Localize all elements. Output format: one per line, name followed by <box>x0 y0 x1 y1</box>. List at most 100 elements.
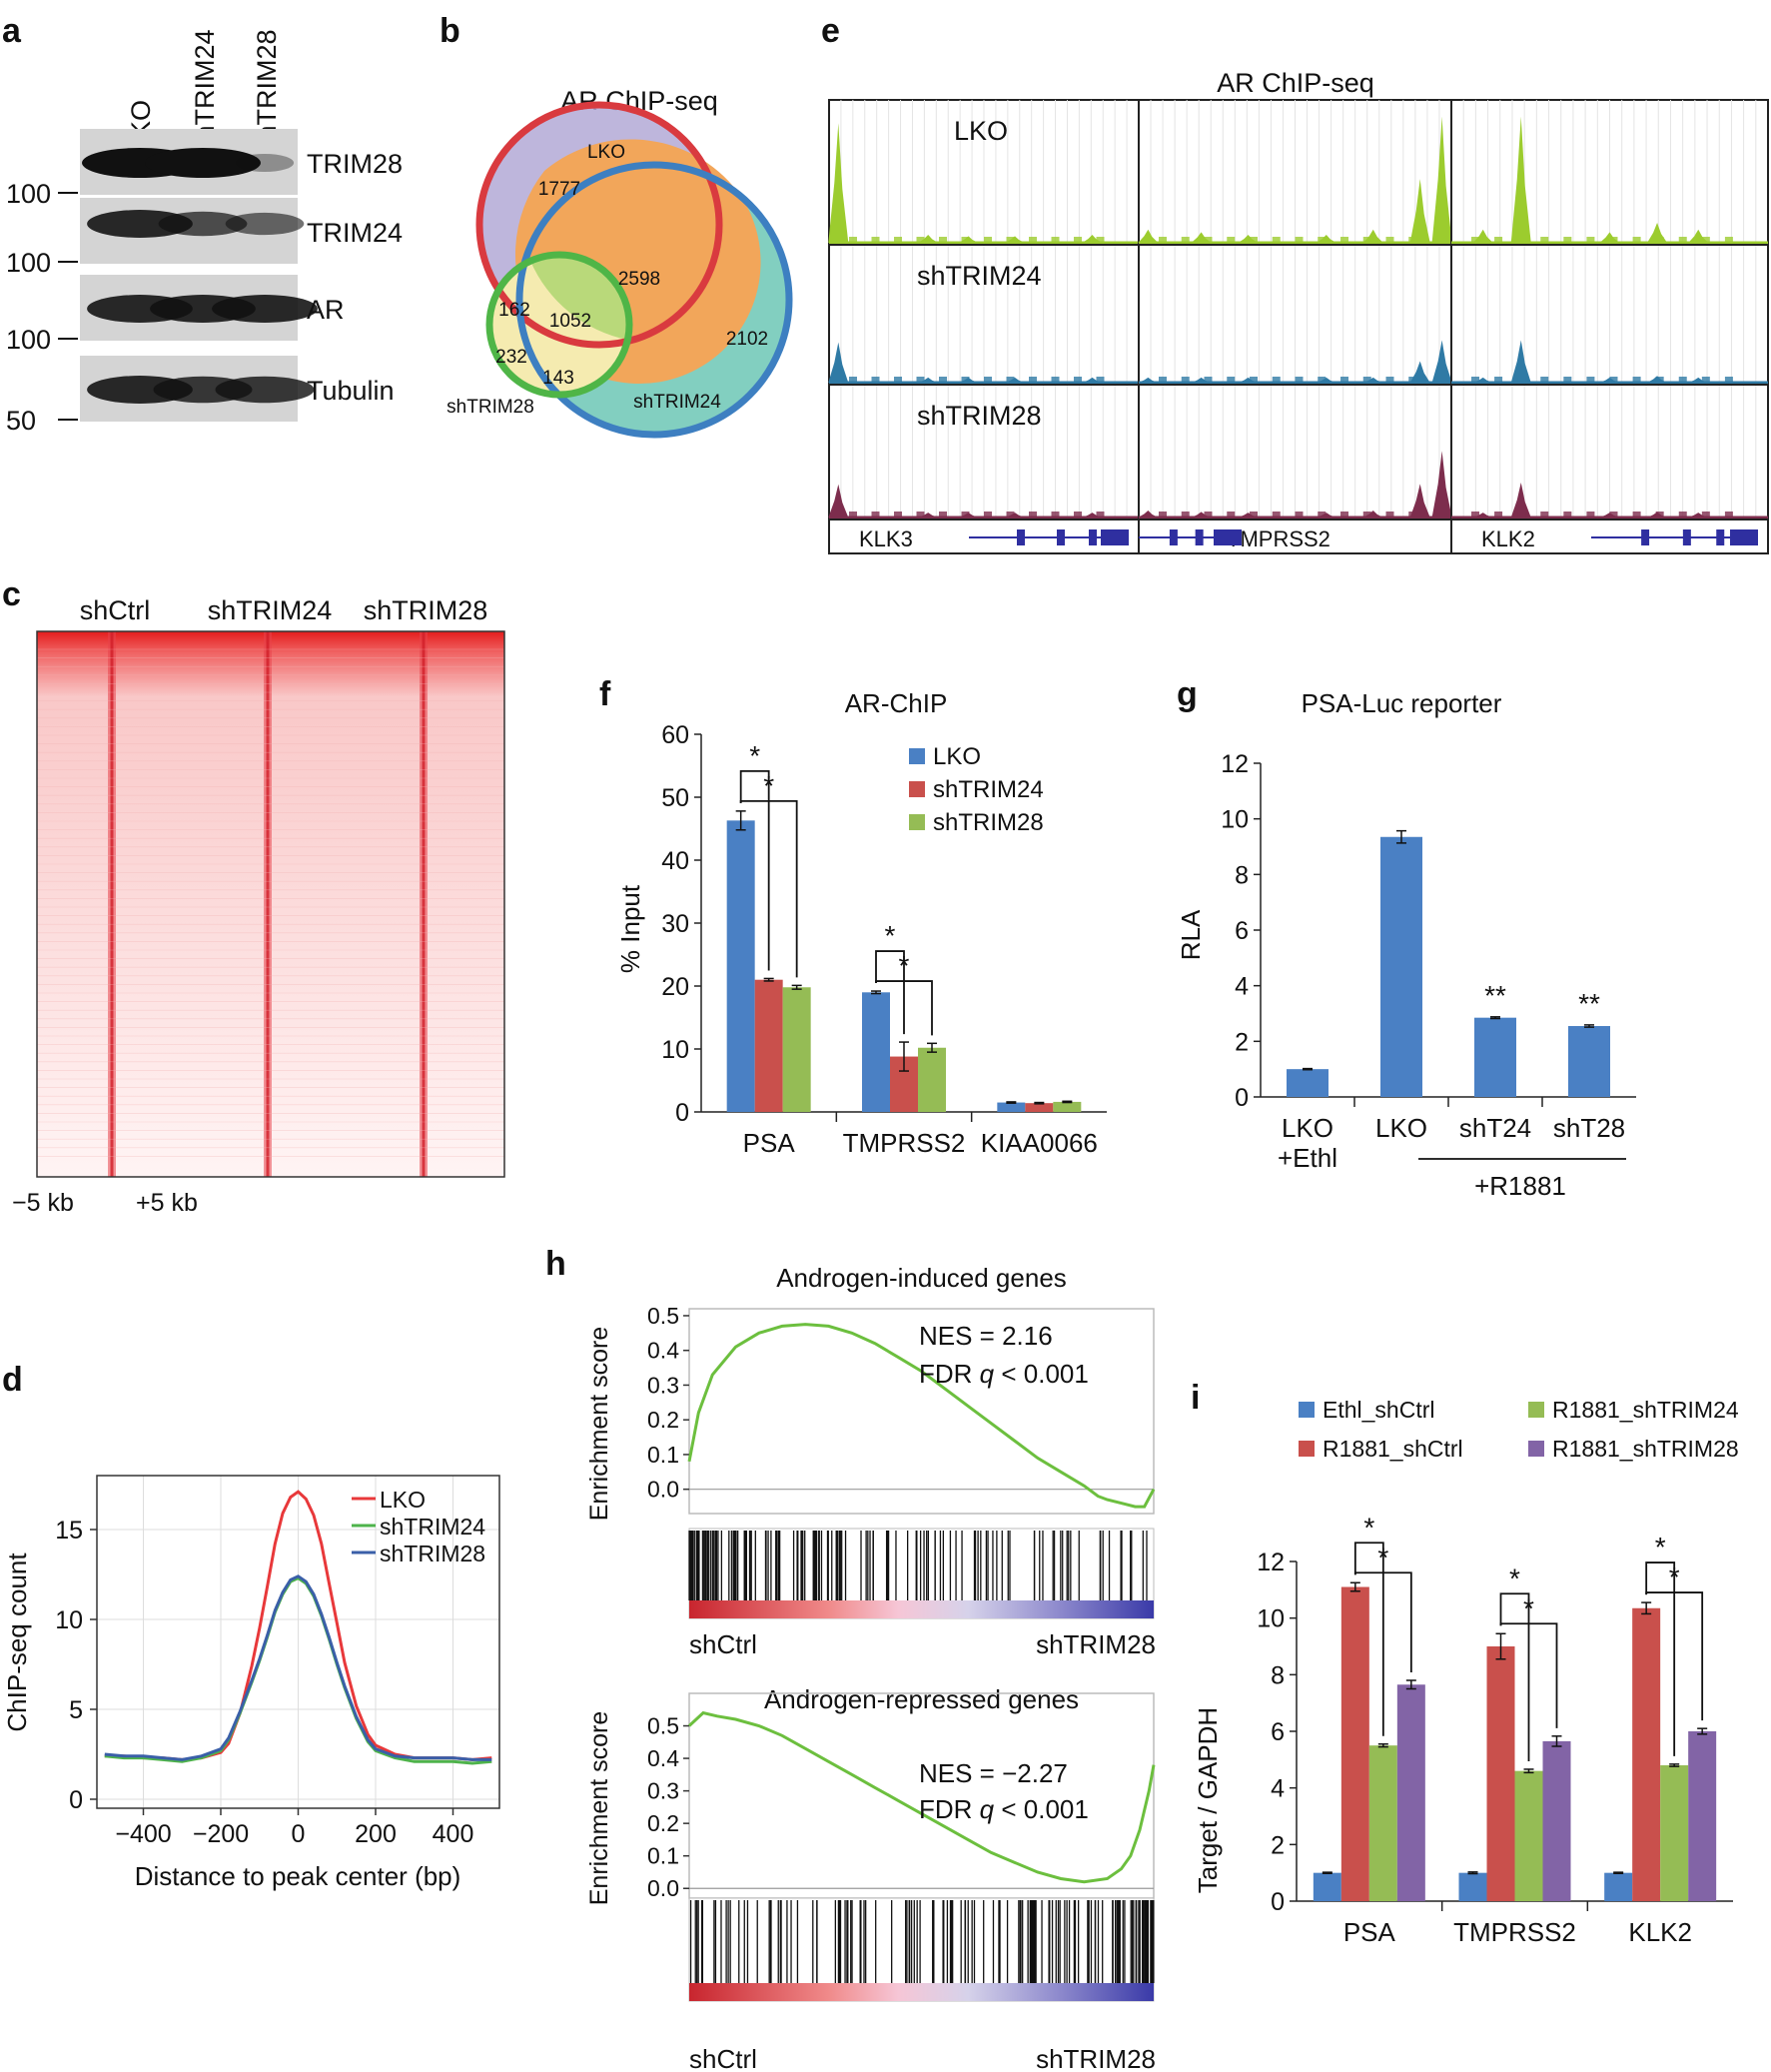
y-tick-label: 10 <box>661 1036 689 1064</box>
significance-star: * <box>1655 1532 1666 1562</box>
category-label: PSA <box>743 1128 796 1158</box>
track-noise <box>1494 377 1503 383</box>
track-noise <box>894 512 902 518</box>
panel-g-letter: g <box>1177 675 1198 713</box>
y-tick-label: 0 <box>675 1099 689 1127</box>
y-axis-label: RLA <box>1176 909 1206 960</box>
track-noise <box>1051 512 1060 518</box>
legend-label: LKO <box>933 743 981 770</box>
track-noise <box>1272 377 1281 383</box>
track-noise <box>1006 237 1015 243</box>
track-peak <box>828 484 849 518</box>
gene-exon <box>1017 529 1025 545</box>
bar <box>1542 1740 1571 1901</box>
bar <box>1313 1872 1341 1901</box>
track-noise <box>961 377 970 383</box>
panel-f-letter: f <box>599 675 611 713</box>
blot-band <box>212 295 318 323</box>
legend-label: shTRIM28 <box>933 809 1044 836</box>
y-tick-label: 50 <box>661 784 689 812</box>
bar <box>1340 1586 1369 1901</box>
track-noise <box>1250 377 1258 383</box>
track-noise <box>1540 237 1549 243</box>
rank-gradient <box>689 1983 1154 2001</box>
heatmap-column-label: shTRIM24 <box>208 595 333 625</box>
track-peak <box>828 342 849 383</box>
category-label: KIAA0066 <box>981 1128 1098 1158</box>
venn-count: 1052 <box>549 311 591 332</box>
legend-swatch <box>1299 1441 1315 1457</box>
heatmap-stripe-core <box>110 631 114 1177</box>
gene-label: KLK2 <box>1481 526 1535 551</box>
bar <box>1287 1069 1328 1097</box>
bar <box>1568 1026 1610 1097</box>
y-tick-label: 0 <box>1271 1888 1285 1916</box>
bar <box>1474 1017 1516 1097</box>
x-tick-label: 200 <box>355 1820 397 1848</box>
panel-c-letter: c <box>2 575 21 613</box>
rank-right-label: shTRIM28 <box>1036 2044 1156 2072</box>
x-tick-label: 0 <box>292 1820 306 1848</box>
track-noise <box>1159 237 1167 243</box>
significance-bracket <box>875 980 933 1036</box>
track-noise <box>1517 237 1526 243</box>
chart-title: Androgen-repressed genes <box>764 1684 1079 1714</box>
track-noise <box>1074 237 1082 243</box>
track-noise <box>961 237 970 243</box>
y-tick-label: 0 <box>69 1786 83 1814</box>
x-axis-label: Distance to peak center (bp) <box>135 1861 461 1891</box>
bar <box>1380 836 1422 1097</box>
track-noise <box>849 512 857 518</box>
bar <box>782 987 811 1112</box>
panel-a-letter: a <box>2 12 22 50</box>
track-noise <box>1074 377 1082 383</box>
track-noise <box>1494 512 1503 518</box>
track-noise <box>1272 512 1281 518</box>
legend-label: LKO <box>380 1487 426 1513</box>
marker-label: 50 <box>6 406 36 436</box>
track-noise <box>894 377 902 383</box>
panel-h-letter: h <box>545 1245 566 1283</box>
track-noise <box>1385 237 1394 243</box>
legend-swatch <box>1528 1441 1544 1457</box>
track-peak <box>1431 451 1452 518</box>
venn-count: 162 <box>498 300 530 321</box>
track-noise <box>1051 237 1060 243</box>
track-peak <box>1510 116 1531 243</box>
track-peak <box>1431 116 1452 243</box>
track-noise <box>1181 377 1190 383</box>
gene-label: TMPRSS2 <box>1227 526 1330 551</box>
protein-label: AR <box>307 295 345 325</box>
gene-exon <box>1169 529 1178 545</box>
panel-e-genome-tracks: AR ChIP-seq KLK3 TMPRSS2 KLK2 LKO shTRIM24 sh… <box>828 68 1769 554</box>
track-noise <box>939 377 947 383</box>
track-noise <box>916 237 925 243</box>
bar <box>1688 1731 1717 1901</box>
track-noise <box>871 377 880 383</box>
track-noise <box>1029 377 1037 383</box>
panel-b-letter: b <box>440 12 460 50</box>
track-noise <box>1655 237 1664 243</box>
y-tick-label: 12 <box>1257 1549 1285 1576</box>
gene-exon <box>1730 529 1758 545</box>
gene-exon <box>1716 529 1725 545</box>
track-noise <box>1701 377 1710 383</box>
y-tick-label: 10 <box>55 1606 83 1634</box>
y-axis-label: Enrichment score <box>585 1711 613 1906</box>
bar <box>1368 1745 1397 1901</box>
significance-star: * <box>1377 1542 1388 1572</box>
significance-bracket <box>875 950 905 1035</box>
track-noise <box>1272 237 1281 243</box>
track-peak <box>1510 482 1531 518</box>
y-tick-label: 0 <box>1235 1084 1249 1112</box>
venn-count: 1777 <box>538 179 580 200</box>
gene-exon <box>1057 529 1065 545</box>
enrichment-curve <box>687 1323 1156 1509</box>
y-tick-label: 20 <box>661 973 689 1001</box>
track-noise <box>1029 237 1037 243</box>
track-noise <box>1471 512 1479 518</box>
track-noise <box>1655 512 1664 518</box>
significance-star: * <box>1509 1562 1520 1593</box>
legend-label: Ethl_shCtrl <box>1323 1397 1434 1423</box>
